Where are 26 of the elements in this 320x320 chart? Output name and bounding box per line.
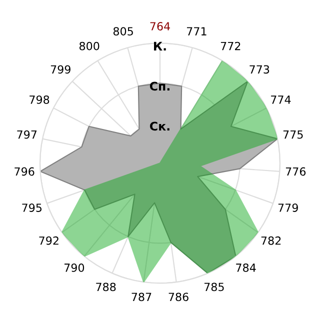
- spoke-label: 772: [220, 42, 240, 50]
- spoke-label: 795: [22, 204, 42, 212]
- y-tick-label: К.: [154, 42, 166, 50]
- spoke-label: 786: [168, 292, 188, 302]
- spoke-label: 788: [96, 282, 116, 292]
- spoke-label: 779: [278, 204, 298, 212]
- spoke-label: 805: [113, 27, 133, 36]
- spoke-label: 798: [30, 95, 50, 104]
- spoke-label: 799: [50, 65, 70, 74]
- spoke-label: 774: [271, 96, 291, 104]
- spoke-label: 790: [64, 263, 84, 272]
- spoke-label: 784: [236, 263, 256, 272]
- spoke-label: 771: [186, 27, 206, 36]
- spoke-label: 764: [150, 22, 170, 30]
- y-tick-label: Ск.: [150, 122, 170, 131]
- y-tick-label: Сп.: [150, 82, 170, 91]
- spoke-label: 796: [14, 167, 34, 176]
- spoke-label: 797: [17, 130, 37, 139]
- spoke-label: 787: [132, 292, 152, 302]
- spoke-label: 776: [286, 167, 306, 176]
- spoke-label: 782: [261, 236, 281, 245]
- spoke-label: 785: [204, 282, 224, 292]
- spoke-label: 792: [39, 236, 58, 245]
- spoke-label: 800: [80, 42, 100, 50]
- spoke-label: 775: [283, 130, 303, 139]
- spoke-label: 773: [250, 65, 270, 74]
